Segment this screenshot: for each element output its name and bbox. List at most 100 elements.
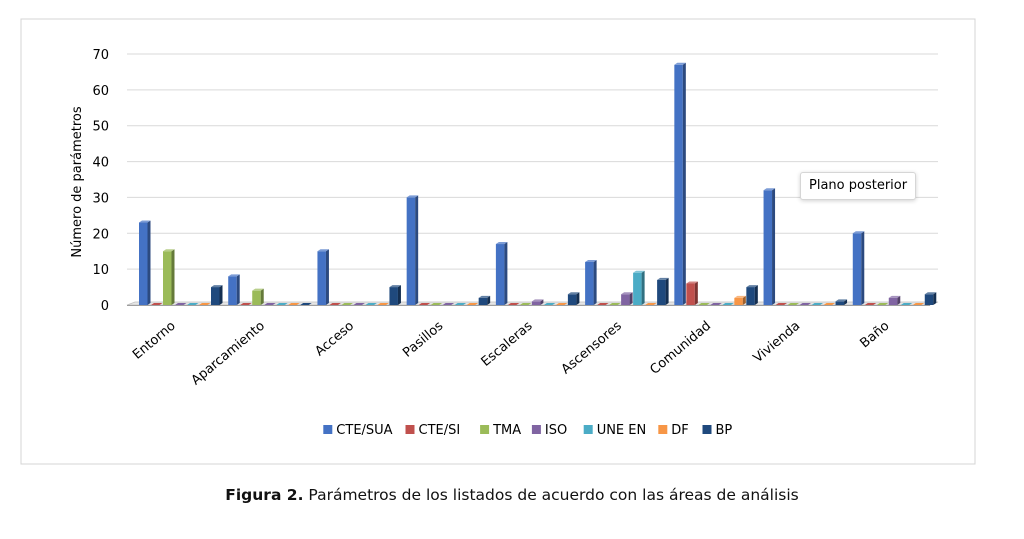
bar-front	[763, 190, 773, 305]
bar-zero	[353, 303, 365, 305]
legend-label: CTE/SI	[419, 423, 461, 438]
bar	[187, 303, 199, 305]
bar	[507, 303, 520, 305]
bar-side	[861, 231, 865, 305]
bar-side	[665, 277, 669, 305]
bar-zero	[430, 303, 443, 305]
bar-side	[397, 285, 401, 305]
bar-zero	[912, 303, 925, 305]
bar-zero	[609, 303, 621, 305]
bar-top	[686, 281, 698, 284]
bar-front	[406, 197, 416, 305]
bar	[811, 303, 824, 305]
bar-top	[317, 249, 329, 252]
legend-swatch	[531, 425, 541, 434]
bar-top	[852, 231, 865, 234]
bar-top	[567, 292, 580, 295]
legend-swatch	[323, 425, 333, 434]
bar	[175, 303, 187, 305]
bar-top	[252, 288, 264, 291]
bar-front	[531, 301, 541, 305]
bar-top	[633, 270, 645, 273]
bar	[657, 277, 669, 305]
bar	[585, 259, 597, 305]
bar-front	[585, 261, 594, 305]
bar-side	[897, 295, 901, 305]
bar	[466, 303, 479, 305]
bar	[597, 303, 609, 305]
legend: CTE/SUA CTE/SI TMA ISO UNE EN DF BP	[323, 423, 732, 438]
y-tick-label: 50	[92, 120, 109, 135]
bar	[763, 188, 776, 305]
bar	[478, 295, 491, 305]
legend-label: CTE/SUA	[336, 423, 392, 438]
bar	[341, 303, 353, 305]
bar-top	[734, 295, 746, 298]
bar-top	[924, 292, 937, 295]
caption-text: Parámetros de los listados de acuerdo co…	[308, 486, 799, 504]
bar-zero	[864, 303, 877, 305]
bar-side	[742, 295, 746, 305]
bar-top	[621, 292, 633, 295]
bar	[495, 242, 508, 305]
bar	[531, 299, 544, 305]
bar	[163, 249, 175, 305]
bar-side	[844, 299, 848, 305]
bar	[609, 303, 621, 305]
bar	[317, 249, 329, 305]
bar-zero	[187, 303, 199, 305]
bar-top	[139, 220, 151, 223]
bar-front	[734, 297, 743, 305]
bar-zero	[507, 303, 520, 305]
bar-front	[621, 294, 630, 305]
bar-side	[487, 295, 491, 305]
bar-zero	[377, 303, 389, 305]
legend-swatch	[658, 425, 668, 434]
bar-top	[478, 295, 491, 298]
bar-front	[478, 297, 488, 305]
y-axis-ticks: 0 10 20 30 40 50 60 70	[92, 48, 109, 314]
bar	[633, 270, 645, 305]
bar-side	[593, 259, 597, 305]
bar-front	[633, 272, 642, 305]
bar-zero	[645, 303, 657, 305]
y-tick-label: 70	[92, 48, 109, 63]
bar-front	[835, 301, 845, 305]
bar-front	[852, 233, 862, 305]
caption-label: Figura 2.	[225, 486, 304, 504]
bar	[722, 303, 734, 305]
bar-front	[163, 251, 172, 305]
y-tick-label: 30	[92, 191, 109, 206]
y-tick-label: 40	[92, 156, 109, 171]
bar	[621, 292, 633, 305]
bar-zero	[365, 303, 377, 305]
bar-front	[389, 287, 398, 305]
bar-side	[772, 188, 776, 305]
bar-zero	[900, 303, 913, 305]
bar-zero	[519, 303, 532, 305]
legend-item: ISO	[531, 423, 567, 438]
bar	[300, 303, 312, 305]
bar	[519, 303, 532, 305]
bar-top	[835, 299, 848, 302]
bar	[252, 288, 264, 305]
bar-front	[746, 287, 755, 305]
bar-zero	[799, 303, 812, 305]
bar-zero	[276, 303, 288, 305]
legend-item: DF	[658, 423, 689, 438]
bar	[139, 220, 151, 305]
legend-item: CTE/SUA	[323, 423, 393, 438]
bar	[543, 303, 556, 305]
bar-side	[236, 274, 240, 305]
bar-side	[415, 195, 419, 305]
bar	[555, 303, 568, 305]
bar	[924, 292, 937, 305]
bar-side	[694, 281, 698, 305]
gridlines	[127, 53, 938, 270]
figure-caption: Figura 2. Parámetros de los listados de …	[0, 486, 1024, 504]
bar	[430, 303, 443, 305]
legend-label: DF	[671, 423, 689, 438]
legend-item: UNE EN	[583, 423, 646, 438]
bar-zero	[787, 303, 800, 305]
